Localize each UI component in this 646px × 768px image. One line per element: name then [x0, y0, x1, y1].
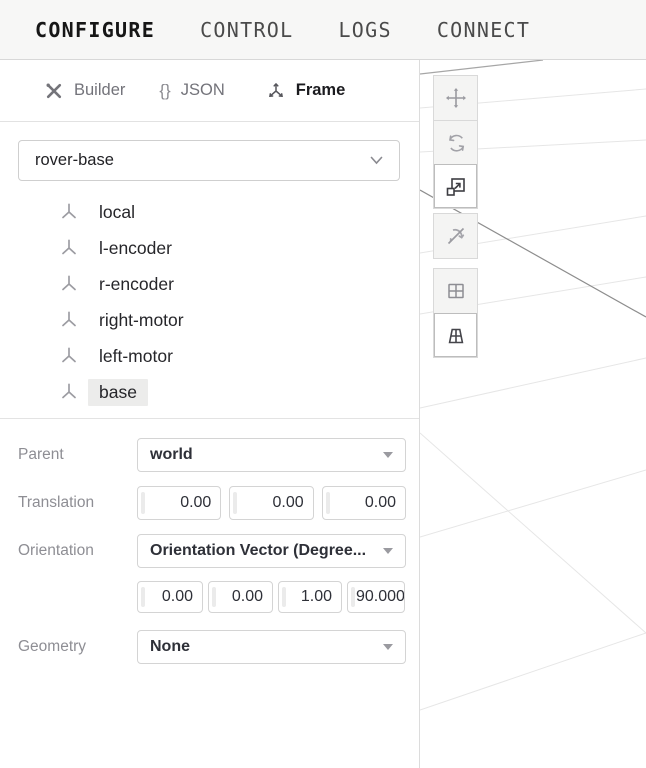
translation-x-input[interactable]: 0.00 — [137, 486, 222, 520]
rotation-snap-group — [433, 213, 478, 259]
parent-label: Parent — [18, 446, 64, 463]
tab-logs[interactable]: LOGS — [338, 17, 392, 42]
tree-item-l-encoder[interactable]: l-encoder — [0, 230, 419, 266]
rotation-disabled-button[interactable] — [434, 214, 477, 258]
parent-select[interactable]: world — [137, 438, 406, 472]
subtab-frame-label: Frame — [295, 81, 346, 99]
scale-squares-icon — [446, 177, 465, 196]
caret-down-icon — [383, 644, 393, 650]
tree-item-label: left-motor — [99, 345, 173, 366]
geometry-row: Geometry None — [18, 630, 406, 664]
tree-item-left-motor[interactable]: left-motor — [0, 338, 419, 374]
translation-label: Translation — [18, 494, 95, 511]
orientation-type-select[interactable]: Orientation Vector (Degree... — [137, 534, 406, 568]
frame-axes-icon — [268, 82, 283, 97]
subtab-builder-label: Builder — [74, 81, 126, 99]
perspective-grid-button[interactable] — [434, 313, 477, 357]
frame-node-icon — [62, 347, 76, 363]
scale-tool-button[interactable] — [434, 164, 477, 208]
frame-node-icon — [62, 239, 76, 255]
frame-tree: local l-encoder r-encoder right-motor le… — [0, 194, 419, 410]
tree-item-label: local — [99, 201, 135, 222]
tree-item-local[interactable]: local — [0, 194, 419, 230]
json-braces-icon: {} — [159, 80, 171, 100]
orientation-label: Orientation — [18, 542, 94, 559]
orientation-x-input[interactable]: 0.00 — [137, 581, 203, 613]
translation-y-input[interactable]: 0.00 — [229, 486, 314, 520]
subtab-builder[interactable]: Builder — [44, 81, 125, 101]
viewport-toolbar — [433, 75, 478, 358]
grid-icon — [447, 283, 464, 299]
subtab-json-label: JSON — [180, 81, 225, 99]
tab-control[interactable]: CONTROL — [200, 17, 294, 42]
tree-item-right-motor[interactable]: right-motor — [0, 302, 419, 338]
orientation-type-value: Orientation Vector (Degree... — [150, 542, 367, 559]
grid-toggle-group — [433, 268, 478, 358]
subtab-frame[interactable]: Frame — [266, 81, 346, 101]
chevron-down-icon — [370, 156, 383, 165]
section-divider — [0, 418, 419, 419]
frame-node-icon — [62, 383, 76, 399]
component-select-value: rover-base — [35, 151, 114, 169]
left-panel: Builder {} JSON Frame rover-base — [0, 60, 420, 768]
move-tool-button[interactable] — [434, 76, 477, 120]
frame-node-icon — [62, 203, 76, 219]
frame-form: Parent world Translation 0.00 0.00 0.00 … — [0, 419, 419, 664]
geometry-label: Geometry — [18, 638, 87, 655]
parent-row: Parent world — [18, 438, 406, 472]
transform-tool-group — [433, 75, 478, 209]
orientation-row: Orientation Orientation Vector (Degree..… — [18, 534, 406, 568]
tree-item-r-encoder[interactable]: r-encoder — [0, 266, 419, 302]
tree-item-label: r-encoder — [99, 273, 174, 294]
subtab-bar: Builder {} JSON Frame — [0, 60, 419, 122]
tree-item-label: l-encoder — [99, 237, 172, 258]
caret-down-icon — [383, 548, 393, 554]
translation-z-input[interactable]: 0.00 — [321, 486, 406, 520]
tab-connect[interactable]: CONNECT — [436, 17, 531, 42]
orientation-z-input[interactable]: 1.00 — [278, 581, 342, 613]
no-rotate-icon — [447, 227, 464, 245]
builder-tools-icon — [46, 83, 62, 98]
orientation-values-row: 0.00 0.00 1.00 90.0000 — [18, 581, 406, 613]
rotate-arrows-icon — [448, 134, 464, 152]
tree-item-base[interactable]: base — [0, 374, 419, 410]
frame-node-icon — [62, 311, 76, 327]
viewport-3d[interactable] — [420, 60, 646, 768]
component-select[interactable]: rover-base — [18, 140, 400, 181]
tree-item-label: right-motor — [99, 309, 184, 330]
move-arrows-icon — [445, 88, 466, 108]
orientation-y-input[interactable]: 0.00 — [208, 581, 273, 613]
orientation-theta-input[interactable]: 90.0000 — [347, 581, 405, 613]
parent-select-value: world — [150, 446, 193, 463]
top-nav: CONFIGURE CONTROL LOGS CONNECT — [0, 0, 646, 60]
geometry-select-value: None — [150, 638, 190, 655]
translation-row: Translation 0.00 0.00 0.00 — [18, 486, 406, 520]
subtab-json[interactable]: {} JSON — [159, 81, 224, 101]
tree-item-label-selected: base — [88, 378, 148, 406]
geometry-select[interactable]: None — [137, 630, 406, 664]
perspective-grid-icon — [448, 328, 463, 343]
rotate-tool-button[interactable] — [434, 120, 477, 164]
grid-toggle-button[interactable] — [434, 269, 477, 313]
frame-node-icon — [62, 275, 76, 291]
tab-configure[interactable]: CONFIGURE — [35, 17, 156, 42]
caret-down-icon — [383, 452, 393, 458]
